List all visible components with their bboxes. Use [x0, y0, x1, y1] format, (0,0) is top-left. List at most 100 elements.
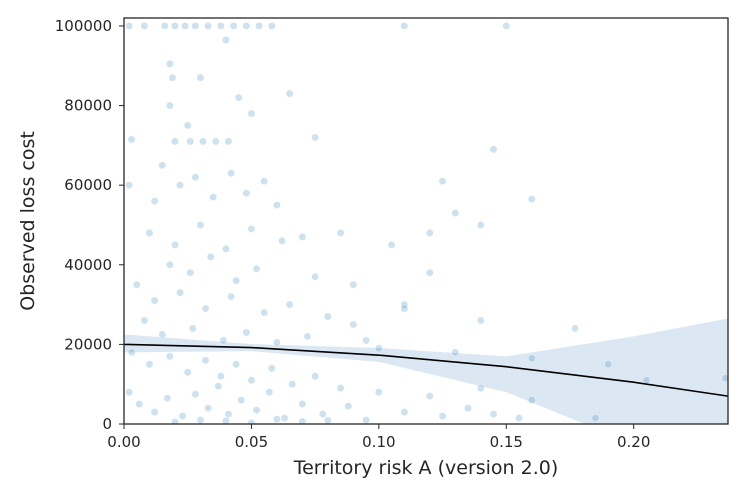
scatter-point-41	[438, 177, 447, 186]
scatter-point-1	[140, 22, 149, 30]
scatter-point-104	[476, 384, 485, 393]
scatter-point-67	[227, 292, 235, 301]
scatter-point-22	[224, 137, 233, 146]
scatter-point-8	[229, 22, 238, 30]
scatter-point-9	[242, 22, 251, 30]
scatter-point-49	[278, 237, 286, 245]
scatter-point-121	[280, 414, 289, 422]
scatter-point-92	[165, 352, 174, 361]
y-tick-label: 80000	[64, 97, 112, 115]
x-tick-label: 0.05	[235, 433, 268, 451]
scatter-point-57	[206, 252, 215, 261]
scatter-point-20	[199, 137, 207, 146]
scatter-point-120	[265, 388, 274, 397]
scatter-point-84	[374, 344, 383, 353]
scatter-point-11	[267, 22, 276, 30]
scatter-point-64	[150, 296, 159, 305]
y-tick-label: 40000	[64, 256, 112, 274]
y-tick-label: 20000	[64, 335, 112, 353]
scatter-point-99	[288, 380, 297, 389]
scatter-point-4	[181, 22, 190, 30]
scatter-point-30	[127, 135, 136, 144]
scatter-point-95	[216, 372, 225, 381]
fit-line-layer	[124, 343, 728, 397]
scatter-point-3	[171, 22, 179, 30]
scatter-point-58	[232, 276, 241, 285]
scatter-point-125	[362, 416, 371, 424]
scatter-point-135	[323, 416, 332, 424]
scatter-point-23	[311, 133, 320, 142]
scatter-point-5	[191, 22, 200, 30]
scatter-point-132	[247, 418, 256, 424]
scatter-point-81	[273, 338, 281, 347]
scatter-point-109	[125, 388, 133, 397]
scatter-point-130	[196, 416, 205, 424]
scatter-point-94	[201, 356, 210, 365]
scatter-point-116	[214, 382, 223, 391]
scatter-point-48	[247, 225, 256, 233]
scatter-point-69	[285, 300, 294, 309]
y-tick-label: 100000	[55, 17, 112, 35]
scatter-point-21	[211, 137, 220, 146]
scatter-point-27	[247, 109, 256, 118]
scatter-point-46	[196, 221, 205, 229]
x-axis-label: Territory risk A (version 2.0)	[293, 457, 559, 479]
scatter-point-101	[336, 384, 345, 393]
scatter-point-61	[349, 280, 358, 289]
scatter-point-70	[323, 312, 332, 321]
scatter-point-39	[125, 181, 133, 190]
scatter-point-31	[158, 161, 167, 170]
scatter-point-35	[227, 169, 235, 178]
scatter-point-76	[140, 316, 149, 325]
scatter-point-127	[438, 412, 447, 420]
scatter-point-105	[489, 410, 498, 418]
scatter-point-89	[721, 374, 728, 383]
scatter-point-52	[387, 240, 396, 249]
scatter-point-88	[642, 376, 651, 385]
scatter-point-90	[127, 348, 136, 357]
scatter-point-38	[273, 201, 281, 209]
x-axis-ticks: 0.00 0.05 0.10 0.15 0.20	[107, 424, 650, 451]
scatter-point-29	[489, 145, 498, 154]
scatter-point-106	[515, 414, 523, 422]
scatter-point-91	[145, 360, 154, 369]
scatter-point-66	[201, 304, 210, 313]
scatter-point-19	[186, 137, 195, 146]
scatter-point-54	[476, 221, 485, 229]
scatter-point-118	[237, 396, 246, 405]
scatter-point-112	[163, 394, 172, 403]
scatter-point-71	[400, 300, 409, 309]
scatter-point-15	[168, 73, 177, 82]
scatter-point-18	[171, 137, 179, 146]
scatter-point-80	[242, 328, 251, 337]
x-tick-label: 0.20	[617, 433, 650, 451]
scatter-point-65	[176, 288, 184, 297]
scatter-point-44	[145, 229, 154, 237]
scatter-point-86	[527, 354, 536, 363]
scatter-point-72	[400, 304, 409, 313]
scatter-point-40	[150, 197, 159, 205]
scatter-point-129	[171, 418, 179, 424]
confidence-band-layer	[124, 318, 728, 424]
scatter-point-63	[132, 280, 141, 289]
scatter-points-layer	[125, 22, 728, 424]
scatter-point-59	[252, 264, 261, 273]
y-tick-label: 0	[102, 415, 112, 433]
scatter-point-25	[183, 121, 192, 130]
scatter-point-13	[502, 22, 511, 30]
scatter-point-14	[165, 59, 174, 68]
scatter-point-97	[247, 376, 256, 385]
scatter-point-122	[298, 400, 307, 408]
scatter-point-96	[232, 360, 241, 369]
scatter-point-56	[186, 268, 195, 277]
scatter-point-108	[591, 414, 600, 422]
scatter-point-111	[150, 408, 159, 416]
scatter-point-77	[158, 330, 167, 339]
scatter-point-51	[336, 229, 345, 237]
scatter-point-131	[222, 416, 230, 424]
scatter-point-33	[191, 173, 200, 182]
scatter-point-2	[160, 22, 169, 30]
scatter-point-47	[222, 244, 230, 253]
scatter-point-24	[165, 101, 174, 110]
